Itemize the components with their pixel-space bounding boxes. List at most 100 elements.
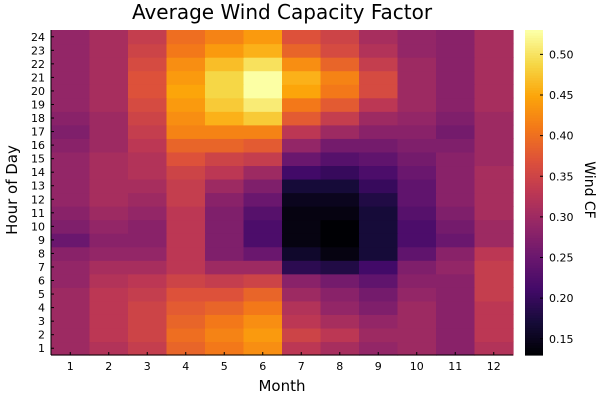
heatmap-cell (436, 70, 476, 85)
colorbar-segment (525, 107, 543, 111)
heatmap-cell (282, 70, 322, 85)
colorbar-segment (525, 112, 543, 116)
colorbar-segment (525, 132, 543, 136)
heatmap-cell (128, 192, 168, 207)
heatmap-cell (89, 219, 129, 234)
colorbar-segment (525, 195, 543, 199)
heatmap-cell (243, 300, 283, 315)
heatmap-cell (320, 287, 360, 302)
heatmap-cell (166, 57, 206, 72)
heatmap-cell (359, 84, 399, 99)
heatmap-cell (243, 57, 283, 72)
heatmap-cell (166, 151, 206, 167)
heatmap-cell (282, 206, 322, 221)
heatmap-cell (243, 124, 283, 139)
colorbar-segment (525, 245, 543, 249)
heatmap-cell (128, 246, 168, 261)
colorbar-segment (525, 90, 543, 94)
heatmap-cell (436, 300, 476, 315)
colorbar-segment (525, 340, 543, 344)
heatmap-cell (359, 246, 399, 261)
colorbar-segment (525, 120, 543, 124)
colorbar-segment (525, 155, 543, 159)
heatmap-cell (205, 260, 245, 275)
y-tick-label: 12 (31, 193, 45, 206)
heatmap-cell (436, 314, 476, 329)
heatmap-cell (51, 192, 91, 207)
heatmap-cell (282, 300, 322, 315)
heatmap-cell (205, 70, 245, 85)
colorbar-segment (525, 337, 543, 341)
colorbar-segment (525, 147, 543, 151)
heatmap-cell (89, 138, 129, 153)
heatmap-cell (436, 287, 476, 302)
colorbar-segment (525, 260, 543, 264)
colorbar-tick-label: 0.25 (549, 252, 574, 265)
x-tick-label: 7 (298, 360, 305, 373)
colorbar-segment (525, 52, 543, 56)
colorbar-segment (525, 255, 543, 259)
colorbar-segment (525, 297, 543, 301)
colorbar-segment (525, 125, 543, 129)
heatmap-cell (397, 233, 437, 248)
heatmap-cell (89, 165, 129, 180)
heatmap-cell (51, 246, 91, 261)
colorbar-segment (525, 167, 543, 171)
heatmap-cell (243, 233, 283, 248)
heatmap-cell (282, 314, 322, 329)
heatmap-cell (397, 206, 437, 221)
colorbar-segment (525, 75, 543, 79)
heatmap-cell (359, 57, 399, 72)
heatmap-cell (359, 273, 399, 288)
y-tick-label: 3 (38, 315, 45, 328)
heatmap-cell (397, 124, 437, 139)
colorbar-segment (525, 192, 543, 196)
colorbar-segment (525, 262, 543, 266)
heatmap-cell (320, 111, 360, 126)
y-tick-label: 8 (38, 247, 45, 260)
y-axis-label: Hour of Day (3, 145, 21, 235)
colorbar-segment (525, 282, 543, 286)
heatmap-cell (320, 124, 360, 139)
heatmap-cell (397, 327, 437, 343)
heatmap-cell (205, 165, 245, 180)
colorbar-tick-label: 0.35 (549, 170, 574, 183)
heatmap-cell (166, 287, 206, 302)
heatmap-cell (243, 273, 283, 288)
heatmap-cell (474, 70, 514, 85)
heatmap-cell (89, 327, 129, 343)
colorbar-segment (525, 247, 543, 251)
colorbar-segment (525, 300, 543, 304)
heatmap-cell (205, 300, 245, 315)
heatmap-cell (166, 192, 206, 207)
heatmap-cell (397, 151, 437, 167)
heatmap-cell (282, 57, 322, 72)
colorbar-segment (525, 157, 543, 161)
x-tick-label: 11 (448, 360, 462, 373)
heatmap-cell (51, 327, 91, 343)
heatmap-cell (128, 341, 168, 356)
colorbar-segment (525, 190, 543, 194)
y-tick-label: 13 (31, 180, 45, 193)
heatmap-cell (436, 57, 476, 72)
heatmap-cell (205, 97, 245, 112)
colorbar-tick-label: 0.15 (549, 333, 574, 346)
heatmap-cell (128, 327, 168, 343)
heatmap-cell (243, 165, 283, 180)
heatmap-cell (128, 219, 168, 234)
colorbar-segment (525, 332, 543, 336)
heatmap-cell (128, 138, 168, 153)
heatmap-cell (359, 219, 399, 234)
colorbar-tick-label: 0.30 (549, 211, 574, 224)
heatmap-cell (474, 206, 514, 221)
heatmap-cell (89, 178, 129, 194)
colorbar-segment (525, 207, 543, 211)
heatmap-cell (243, 30, 283, 45)
y-tick-label: 17 (31, 126, 45, 139)
heatmap-cell (320, 300, 360, 315)
colorbar-segment (525, 57, 543, 61)
heatmap-cell (359, 165, 399, 180)
heatmap-cell (320, 273, 360, 288)
heatmap-cell (320, 151, 360, 167)
heatmap-cell (166, 246, 206, 261)
